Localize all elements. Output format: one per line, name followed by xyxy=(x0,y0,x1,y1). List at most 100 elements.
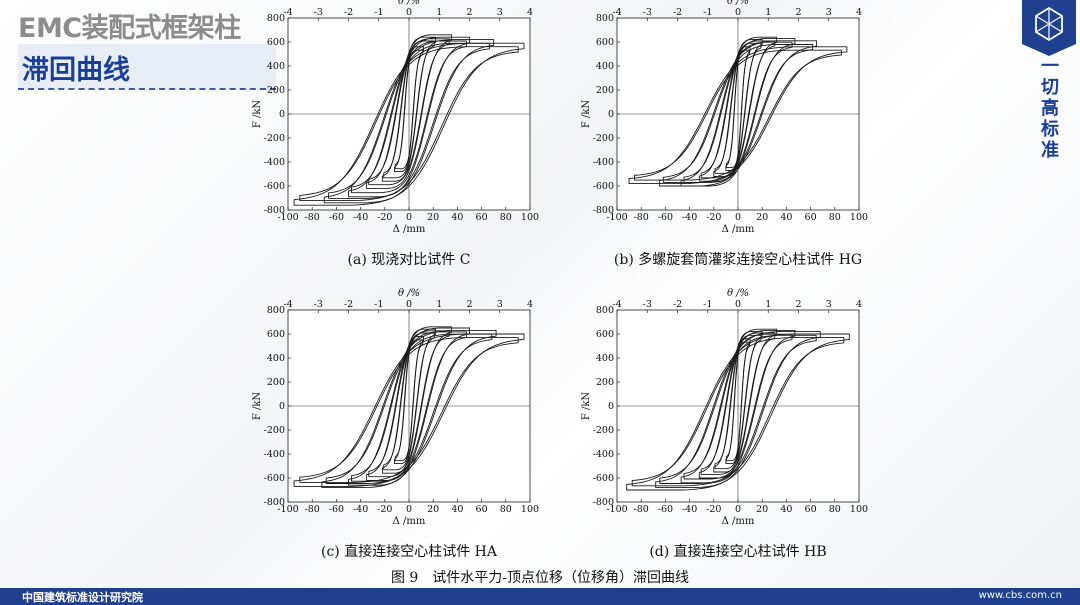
x-tick-label: 80 xyxy=(500,212,512,223)
hysteresis-loop xyxy=(662,44,814,183)
x-tick-label: 100 xyxy=(521,504,539,515)
y-tick-label: -800 xyxy=(593,497,614,508)
y-tick-label: 0 xyxy=(279,109,285,120)
y-tick-label: 400 xyxy=(596,353,614,364)
top-tick-label: 4 xyxy=(856,7,862,18)
top-axis-label: θ /% xyxy=(727,288,749,299)
top-tick-label: 2 xyxy=(466,7,472,18)
x-axis-label: Δ /mm xyxy=(722,224,755,235)
slide-title: EMC装配式框架柱 xyxy=(18,13,241,44)
footer-url: www.cbs.com.cn xyxy=(978,590,1062,601)
chart-panel-3: -100 -80 -60 -40 -20 0 20 40 60 80 100-800-600-400… xyxy=(252,288,539,560)
x-tick-label: 100 xyxy=(850,504,868,515)
x-tick-label: 60 xyxy=(805,212,817,223)
x-tick-label: -20 xyxy=(706,212,721,223)
hysteresis-loop xyxy=(323,39,495,204)
x-tick-label: -100 xyxy=(606,504,627,515)
y-tick-label: -800 xyxy=(593,205,614,216)
hysteresis-loop xyxy=(631,337,845,487)
logo-icon xyxy=(1022,0,1076,56)
x-tick-label: -80 xyxy=(634,212,649,223)
y-tick-label: 800 xyxy=(596,305,614,316)
top-tick-label: -2 xyxy=(673,299,682,310)
y-tick-label: 0 xyxy=(608,401,614,412)
footer-org-name: 中国建筑标准设计研究院 xyxy=(22,591,143,604)
footer-bar: 中国建筑标准设计研究院 www.cbs.com.cn xyxy=(0,588,1080,605)
y-tick-label: 200 xyxy=(267,85,285,96)
top-tick-label: 4 xyxy=(856,299,862,310)
x-tick-label: 60 xyxy=(476,212,488,223)
x-tick-label: -20 xyxy=(377,212,392,223)
y-tick-label: -400 xyxy=(264,449,285,460)
y-tick-label: 600 xyxy=(267,329,285,340)
top-tick-label: -4 xyxy=(612,299,621,310)
hysteresis-loop xyxy=(683,333,793,480)
top-tick-label: -3 xyxy=(314,299,323,310)
x-tick-label: -20 xyxy=(706,504,721,515)
x-tick-label: 60 xyxy=(476,504,488,515)
y-axis-label: F /kN xyxy=(252,392,263,421)
x-tick-label: 40 xyxy=(780,212,792,223)
x-tick-label: 0 xyxy=(406,212,412,223)
top-tick-label: 3 xyxy=(826,299,832,310)
hysteresis-loop xyxy=(366,34,452,189)
top-tick-label: 1 xyxy=(765,299,771,310)
x-tick-label: -40 xyxy=(353,504,368,515)
y-tick-label: 200 xyxy=(596,85,614,96)
top-tick-label: 3 xyxy=(497,299,503,310)
x-tick-label: -60 xyxy=(658,504,673,515)
subfigure-caption: (d) 直接连接空心柱试件 HB xyxy=(649,543,826,560)
hysteresis-loops xyxy=(293,326,525,489)
x-tick-label: 60 xyxy=(805,504,817,515)
x-tick-label: -40 xyxy=(682,212,697,223)
hysteresis-loop xyxy=(659,334,817,484)
y-tick-label: -800 xyxy=(264,205,285,216)
x-tick-label: -40 xyxy=(682,504,697,515)
y-tick-label: 600 xyxy=(267,37,285,48)
x-tick-label: -80 xyxy=(305,504,320,515)
x-tick-label: -100 xyxy=(277,212,298,223)
y-tick-label: -400 xyxy=(264,157,285,168)
x-tick-label: 20 xyxy=(756,212,768,223)
top-tick-label: -1 xyxy=(374,7,383,18)
title-block: EMC装配式框架柱 xyxy=(18,6,241,45)
hysteresis-loop xyxy=(658,40,818,187)
top-tick-label: -1 xyxy=(374,299,383,310)
hysteresis-loops xyxy=(293,34,525,206)
y-tick-label: 800 xyxy=(267,305,285,316)
subfigure-caption: (c) 直接连接空心柱试件 HA xyxy=(321,543,498,560)
y-tick-label: 200 xyxy=(596,377,614,388)
top-tick-label: -4 xyxy=(283,299,292,310)
y-tick-label: 400 xyxy=(267,353,285,364)
top-tick-label: 4 xyxy=(527,299,533,310)
x-axis-label: Δ /mm xyxy=(393,516,426,527)
x-tick-label: 100 xyxy=(850,212,868,223)
top-tick-label: 1 xyxy=(436,7,442,18)
top-tick-label: -2 xyxy=(344,299,353,310)
y-axis-label: F /kN xyxy=(581,392,592,421)
y-tick-label: 600 xyxy=(596,329,614,340)
y-tick-label: -200 xyxy=(593,425,614,436)
y-tick-label: 600 xyxy=(596,37,614,48)
x-tick-label: -40 xyxy=(353,212,368,223)
x-tick-label: -60 xyxy=(658,212,673,223)
x-tick-label: -60 xyxy=(329,212,344,223)
y-tick-label: -600 xyxy=(593,473,614,484)
subfigure-caption: (b) 多螺旋套筒灌浆连接空心柱试件 HG xyxy=(614,251,862,268)
chart-panel-4: -100 -80 -60 -40 -20 0 20 40 60 80 100-800-600-400… xyxy=(581,288,868,560)
hysteresis-loop xyxy=(394,339,424,462)
hysteresis-loop xyxy=(680,37,796,187)
top-tick-label: -2 xyxy=(344,7,353,18)
chart-panel-1: -100 -80 -60 -40 -20 0 20 40 60 80 100-800-600-400… xyxy=(252,0,539,268)
y-tick-label: 800 xyxy=(267,13,285,24)
x-tick-label: 80 xyxy=(500,504,512,515)
x-tick-label: 20 xyxy=(427,504,439,515)
top-tick-label: 3 xyxy=(497,7,503,18)
top-tick-label: -3 xyxy=(643,299,652,310)
hysteresis-loop xyxy=(628,46,848,185)
hysteresis-loops xyxy=(628,36,848,187)
x-tick-label: 80 xyxy=(829,504,841,515)
x-axis-label: Δ /mm xyxy=(722,516,755,527)
x-tick-label: 20 xyxy=(427,212,439,223)
